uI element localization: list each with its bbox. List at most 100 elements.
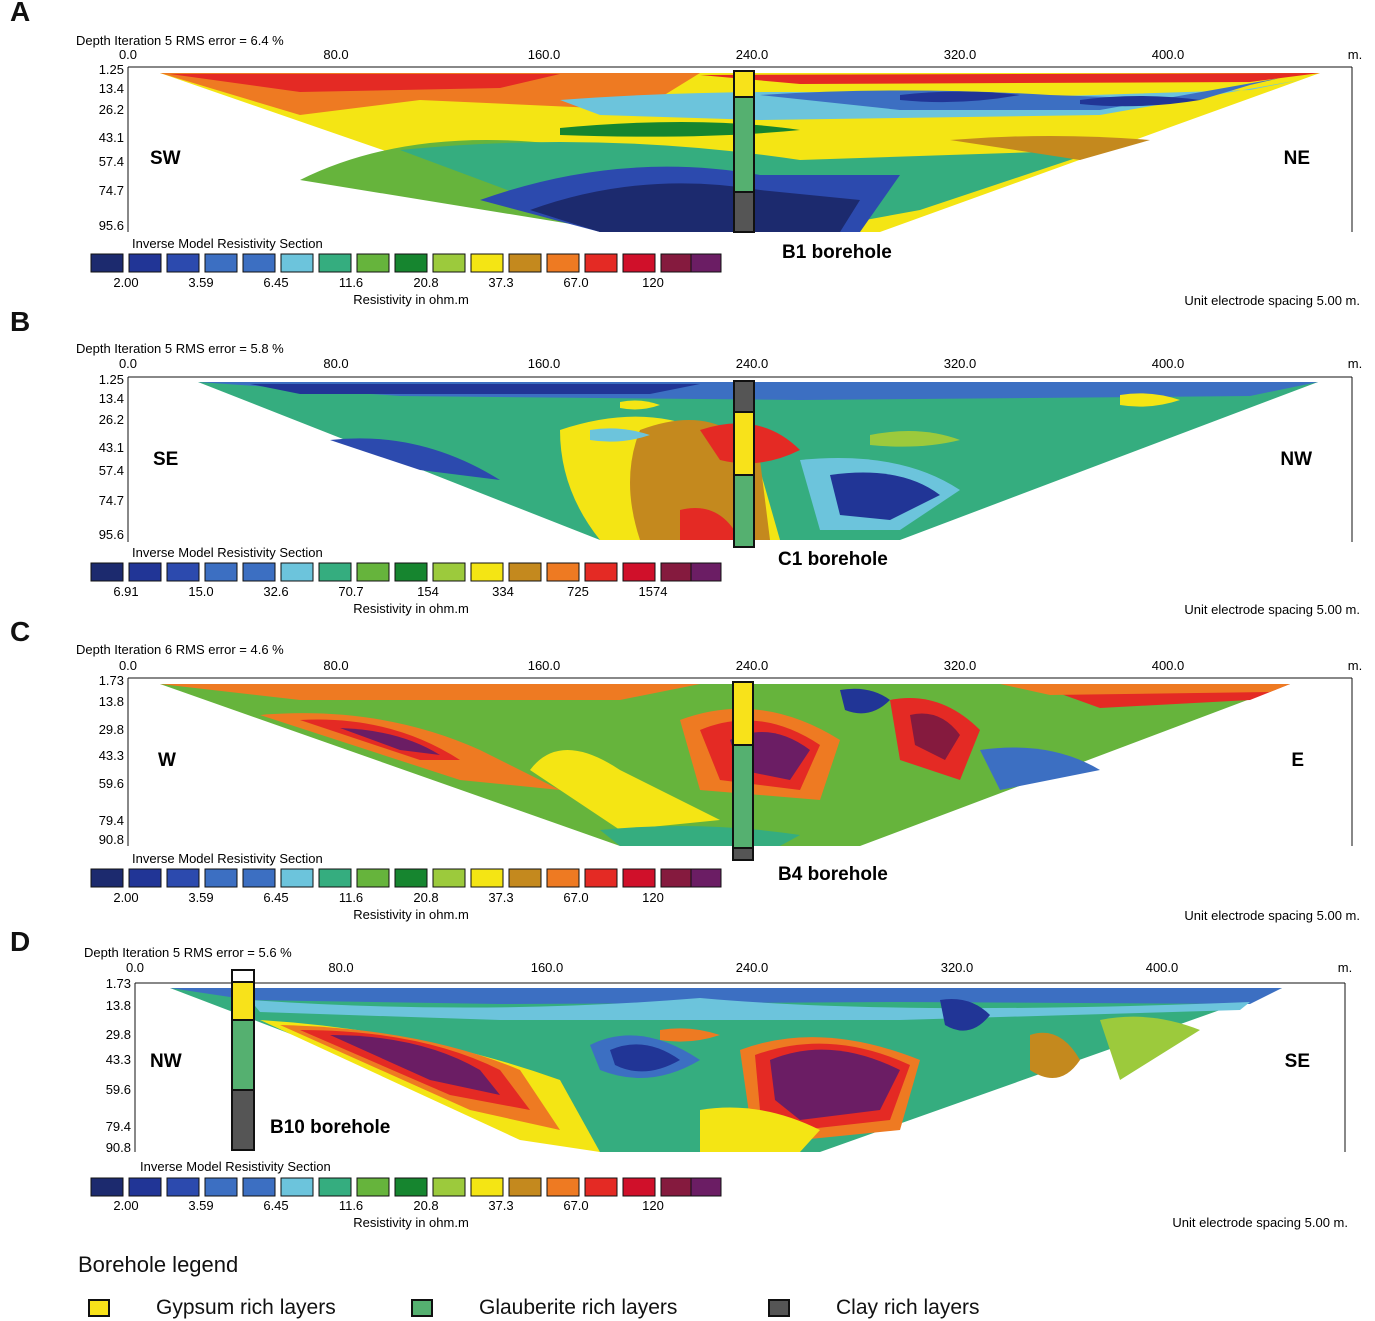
scale-value: 2.00	[113, 1198, 138, 1213]
depth-label: 29.8	[106, 1027, 131, 1042]
depth-label: 43.1	[99, 130, 124, 145]
scale-value: 3.59	[188, 275, 213, 290]
legend-label: Clay rich layers	[836, 1296, 980, 1319]
x-tick-label: 240.0	[736, 47, 769, 62]
x-tick-label: 400.0	[1152, 356, 1185, 371]
x-tick-label: 240.0	[736, 658, 769, 673]
x-tick-label: 80.0	[323, 658, 348, 673]
x-tick-label: 320.0	[941, 960, 974, 975]
x-tick-label: 320.0	[944, 47, 977, 62]
scale-title: Inverse Model Resistivity Section	[140, 1159, 331, 1174]
x-tick-label: 400.0	[1146, 960, 1179, 975]
resistivity-contours	[198, 382, 1318, 540]
x-tick-label: 80.0	[323, 47, 348, 62]
scale-value: 37.3	[488, 275, 513, 290]
scale-value: 70.7	[338, 584, 363, 599]
section-header: Depth Iteration 5 RMS error = 5.6 %	[84, 945, 292, 960]
resistivity-section: Depth Iteration 5 RMS error = 5.8 % 0.0 …	[76, 341, 1362, 617]
scale-value: 11.6	[339, 1198, 363, 1213]
x-tick-label: 80.0	[328, 960, 353, 975]
scale-value: 120	[642, 275, 664, 290]
scale-value: 3.59	[188, 890, 213, 905]
scale-unit: Resistivity in ohm.m	[353, 1215, 469, 1230]
scale-value: 37.3	[488, 1198, 513, 1213]
depth-label: 43.1	[99, 440, 124, 455]
depth-label: 13.4	[99, 81, 124, 96]
scale-value: 6.45	[263, 275, 288, 290]
direction-left: SE	[153, 449, 178, 470]
depth-label: 26.2	[99, 412, 124, 427]
x-tick-label: 320.0	[944, 356, 977, 371]
scale-value: 11.6	[339, 275, 363, 290]
depth-label: 74.7	[99, 493, 124, 508]
borehole	[231, 969, 255, 1151]
borehole-label: B10 borehole	[270, 1117, 390, 1138]
color-scale	[90, 1177, 722, 1197]
x-tick-label: 80.0	[323, 356, 348, 371]
legend-label: Gypsum rich layers	[156, 1296, 336, 1319]
scale-value: 120	[642, 890, 664, 905]
legend-item-clay: Clay rich layers	[768, 1296, 980, 1320]
borehole-label: B4 borehole	[778, 864, 888, 885]
depth-label: 95.6	[99, 527, 124, 542]
glauberite-swatch	[411, 1299, 433, 1317]
scale-value: 11.6	[339, 890, 363, 905]
section-header: Depth Iteration 6 RMS error = 4.6 %	[76, 642, 284, 657]
electrode-spacing: Unit electrode spacing 5.00 m.	[1184, 293, 1360, 308]
depth-label: 13.4	[99, 391, 124, 406]
depth-label: 1.25	[99, 372, 124, 387]
panel-letter: B	[10, 306, 31, 337]
x-tick-label: 160.0	[528, 47, 561, 62]
gypsum-swatch	[88, 1299, 110, 1317]
x-tick-label: 160.0	[528, 658, 561, 673]
x-tick-label: 0.0	[119, 356, 137, 371]
depth-label: 90.8	[99, 832, 124, 847]
resistivity-section: Depth Iteration 6 RMS error = 4.6 % 0.0 …	[76, 642, 1362, 923]
borehole-label: B1 borehole	[782, 242, 892, 263]
direction-left: NW	[150, 1051, 182, 1072]
scale-value: 6.45	[263, 1198, 288, 1213]
scale-title: Inverse Model Resistivity Section	[132, 545, 323, 560]
x-tick-label: 160.0	[531, 960, 564, 975]
scale-value: 2.00	[113, 275, 138, 290]
color-scale	[90, 253, 722, 273]
scale-value: 32.6	[263, 584, 288, 599]
scale-value: 1574	[639, 584, 668, 599]
x-tick-label: 240.0	[736, 960, 769, 975]
panel-letter: C	[10, 616, 31, 647]
x-tick-label: 0.0	[119, 47, 137, 62]
depth-label: 95.6	[99, 218, 124, 233]
panel-letter: D	[10, 926, 31, 957]
scale-value: 15.0	[188, 584, 213, 599]
scale-value: 154	[417, 584, 439, 599]
depth-label: 43.3	[99, 748, 124, 763]
depth-label: 13.8	[106, 998, 131, 1013]
scale-value: 67.0	[563, 1198, 588, 1213]
scale-value: 334	[492, 584, 514, 599]
direction-left: SW	[150, 148, 181, 169]
scale-value: 725	[567, 584, 589, 599]
x-axis: 0.0 80.0 160.0 240.0 320.0 400.0 m.	[126, 960, 1352, 984]
scale-value: 67.0	[563, 890, 588, 905]
section-header: Depth Iteration 5 RMS error = 6.4 %	[76, 33, 284, 48]
panel-d: D Depth Iteration 5 RMS error = 5.6 % 0.…	[0, 926, 1375, 1240]
depth-label: 57.4	[99, 463, 124, 478]
depth-label: 90.8	[106, 1140, 131, 1155]
scale-unit: Resistivity in ohm.m	[353, 601, 469, 616]
resistivity-contours	[160, 684, 1290, 846]
section-header: Depth Iteration 5 RMS error = 5.8 %	[76, 341, 284, 356]
x-tick-label: 400.0	[1152, 658, 1185, 673]
resistivity-contours	[170, 988, 1282, 1152]
depth-label: 59.6	[99, 776, 124, 791]
resistivity-section: Depth Iteration 5 RMS error = 5.6 % 0.0 …	[84, 945, 1352, 1230]
electrode-spacing: Unit electrode spacing 5.00 m.	[1184, 602, 1360, 617]
depth-axis: 1.73 13.8 29.8 43.3 59.6 79.4 90.8	[99, 673, 1353, 847]
scale-value: 20.8	[413, 275, 438, 290]
x-axis: 0.0 80.0 160.0 240.0 320.0 400.0 m.	[119, 658, 1362, 679]
depth-label: 29.8	[99, 722, 124, 737]
color-scale	[90, 868, 722, 888]
scale-value: 3.59	[188, 1198, 213, 1213]
scale-unit: Resistivity in ohm.m	[353, 907, 469, 922]
scale-value: 6.91	[113, 584, 138, 599]
depth-label: 79.4	[99, 813, 124, 828]
